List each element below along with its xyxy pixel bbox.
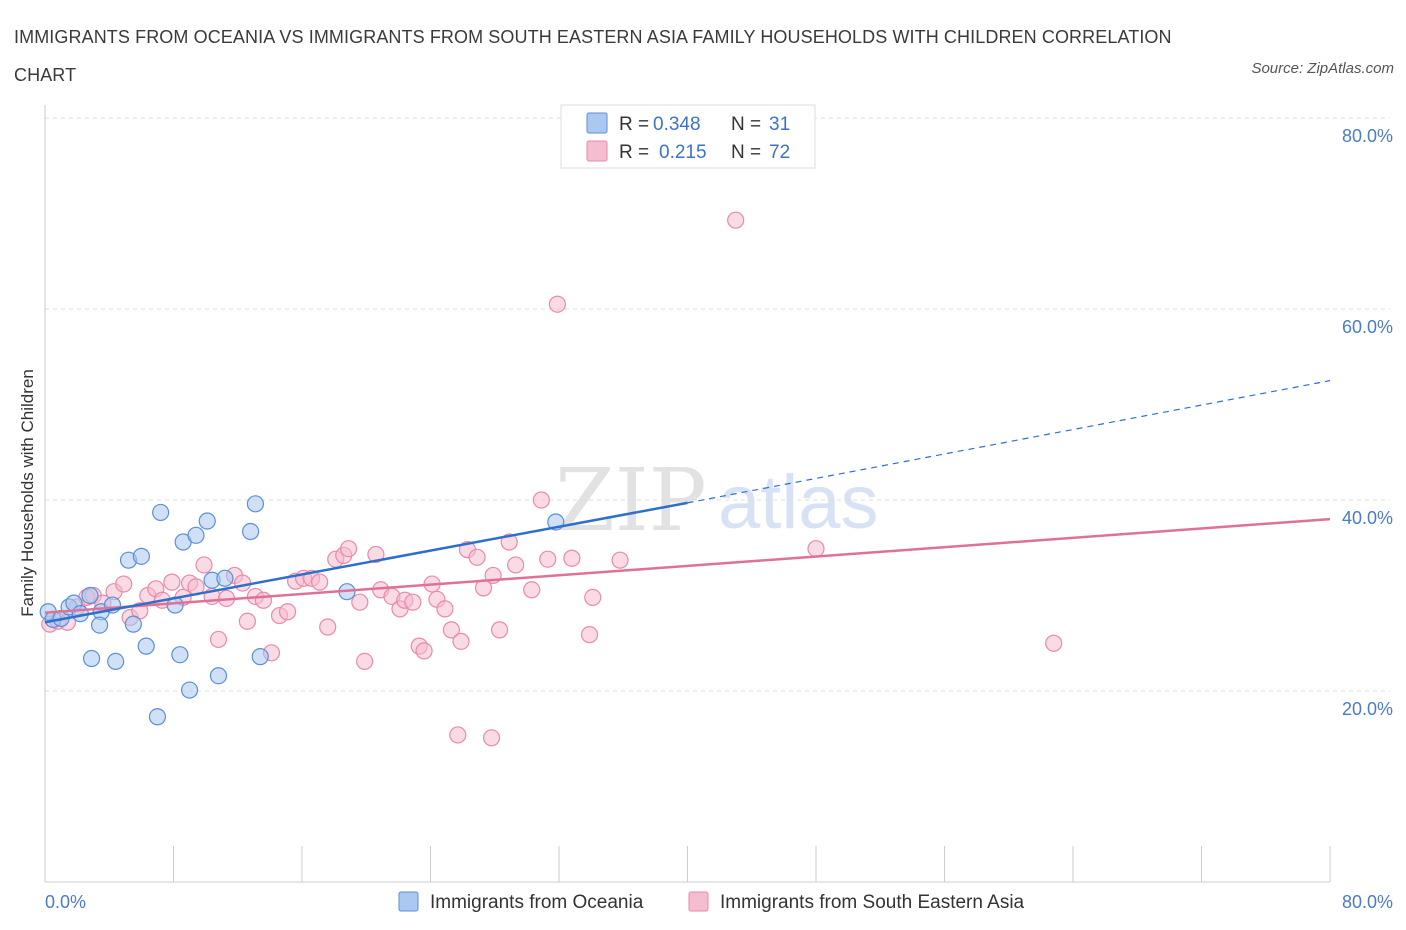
- top-legend: R = 0.348 N = 31 R = 0.215 N = 72: [560, 104, 816, 169]
- sea-point-18: [195, 556, 213, 574]
- sea-point-72: [1045, 634, 1063, 652]
- sea-point-61: [532, 491, 550, 509]
- sea-point-52: [452, 632, 470, 650]
- sea-point-24: [238, 612, 256, 630]
- chart-title: IMMIGRANTS FROM OCEANIA VS IMMIGRANTS FR…: [14, 27, 1172, 85]
- sea-point-8: [115, 575, 133, 593]
- legend-n-label-2: N =: [731, 142, 761, 163]
- legend-r-value-1: 0.348: [653, 114, 701, 135]
- sea-point-39: [356, 652, 374, 670]
- watermark-zip: ZIP: [555, 451, 707, 551]
- sea-point-33: [311, 573, 329, 591]
- oceania-point-18: [171, 646, 189, 664]
- legend-r-value-2: 0.215: [659, 142, 707, 163]
- sea-point-26: [254, 591, 273, 609]
- oceania-trend-line: [44, 501, 688, 624]
- sea-point-40: [367, 545, 385, 564]
- oceania-point-27: [180, 681, 199, 699]
- sea-point-20: [209, 630, 228, 649]
- sea-point-23: [233, 574, 252, 592]
- sea-point-54: [468, 548, 486, 566]
- legend-swatch-sea: [586, 140, 608, 162]
- sea-point-57: [490, 621, 509, 639]
- bottom-legend-swatch-sea: [688, 891, 709, 912]
- sea-point-59: [507, 556, 525, 574]
- x-tick-label-1: 80.0%: [1342, 892, 1393, 912]
- oceania-point-14: [107, 652, 125, 670]
- oceania-point-21: [198, 512, 216, 530]
- y-tick-label-1: 40.0%: [1342, 508, 1393, 528]
- legend-n-value-1: 31: [769, 114, 790, 135]
- sea-point-58: [500, 533, 518, 551]
- sea-point-70: [548, 295, 566, 313]
- sea-point-60: [523, 581, 541, 599]
- y-tick-label-0: 20.0%: [1342, 699, 1393, 719]
- oceania-point-24: [242, 522, 260, 541]
- sea-point-51: [442, 621, 460, 639]
- y-tick-labels: 20.0% 40.0% 60.0% 80.0%: [1342, 126, 1393, 719]
- oceania-point-28: [209, 667, 228, 685]
- sea-point-71: [807, 540, 825, 558]
- bottom-legend-label-oceania: Immigrants from Oceania: [430, 892, 644, 913]
- oceania-point-20: [187, 526, 205, 544]
- x-tick-label-0: 0.0%: [45, 892, 86, 912]
- sea-point-29: [278, 603, 297, 621]
- oceania-point-13: [82, 649, 101, 668]
- legend-r-label-2: R =: [619, 142, 649, 163]
- y-axis-label: Family Households with Children: [18, 369, 37, 617]
- oceania-point-16: [152, 503, 170, 522]
- bottom-legend-swatch-oceania: [398, 891, 419, 912]
- series-oceania-points: [39, 495, 565, 726]
- sea-point-47: [415, 642, 433, 660]
- oceania-point-15: [137, 637, 155, 655]
- watermark-atlas: atlas: [718, 460, 879, 545]
- trend-lines: [44, 380, 1331, 624]
- series-south-eastern-asia-points: [41, 211, 1063, 747]
- oceania-point-23: [216, 569, 234, 587]
- sea-point-66: [611, 551, 629, 569]
- sea-point-63: [563, 549, 581, 567]
- sea-point-38: [351, 593, 369, 611]
- oceania-point-12: [91, 616, 109, 634]
- legend-n-label-1: N =: [731, 114, 761, 135]
- sea-point-64: [580, 626, 599, 644]
- legend-n-value-2: 72: [769, 142, 790, 163]
- x-tick-labels: 0.0% 80.0%: [45, 892, 1393, 912]
- oceania-point-6: [81, 586, 99, 605]
- bottom-legend-label-sea: Immigrants from South Eastern Asia: [720, 892, 1025, 913]
- legend-swatch-oceania: [586, 112, 608, 134]
- sea-point-45: [404, 593, 422, 611]
- sea-point-50: [436, 600, 454, 618]
- sea-point-65: [584, 588, 602, 607]
- source-label: Source: ZipAtlas.com: [1251, 60, 1394, 77]
- y-tick-label-2: 60.0%: [1342, 317, 1393, 337]
- oceania-point-11: [132, 547, 150, 565]
- sea-trend-line: [44, 517, 1331, 614]
- legend-r-label-1: R =: [619, 114, 649, 135]
- sea-point-68: [482, 729, 501, 747]
- sea-point-34: [319, 618, 337, 636]
- sea-point-37: [339, 540, 358, 558]
- sea-point-14: [163, 573, 181, 591]
- sea-point-69: [727, 211, 745, 229]
- oceania-point-25: [246, 495, 265, 513]
- y-tick-label-3: 80.0%: [1342, 126, 1393, 146]
- gridlines: [45, 117, 1390, 692]
- oceania-point-29: [148, 708, 167, 726]
- sea-point-62: [539, 550, 557, 568]
- axes: [44, 105, 1331, 883]
- bottom-legend: Immigrants from Oceania Immigrants from …: [398, 891, 1025, 913]
- sea-point-67: [449, 726, 467, 744]
- oceania-point-10: [124, 615, 142, 633]
- oceania-point-26: [251, 648, 269, 666]
